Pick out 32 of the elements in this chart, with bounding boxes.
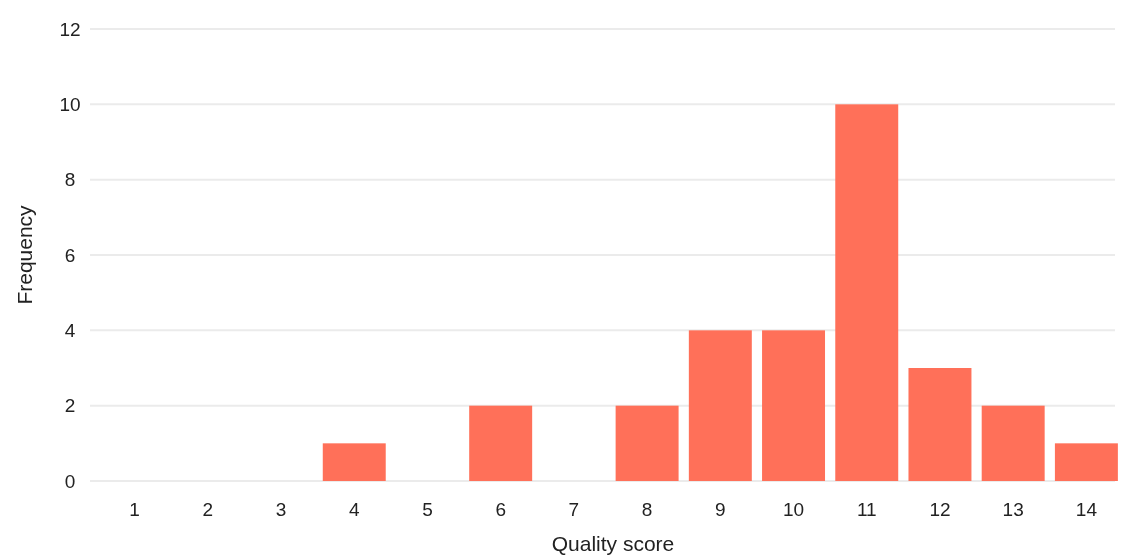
bar	[908, 368, 972, 481]
bar	[615, 405, 679, 481]
x-tick-label: 9	[715, 498, 726, 520]
y-tick-label: 12	[59, 18, 81, 40]
x-tick-label: 5	[422, 498, 433, 520]
bar	[322, 443, 386, 481]
y-tick-label: 10	[59, 93, 81, 115]
x-axis-title: Quality score	[551, 531, 675, 555]
y-tick-label: 6	[64, 244, 76, 266]
x-tick-label: 10	[782, 498, 805, 520]
x-tick-label: 2	[202, 498, 214, 520]
x-tick-label: 3	[275, 498, 287, 520]
x-tick-label: 12	[929, 498, 951, 520]
y-tick-label: 4	[64, 319, 76, 341]
bar	[469, 405, 533, 481]
bar	[762, 330, 826, 481]
x-tick-label: 11	[856, 498, 877, 520]
bar	[981, 405, 1045, 481]
y-tick-label: 2	[64, 395, 76, 417]
y-axis-title: Frequency	[12, 204, 36, 305]
bar	[1054, 443, 1118, 481]
y-tick-label: 0	[64, 470, 76, 492]
y-tick-label: 8	[64, 169, 76, 191]
x-tick-label: 4	[348, 498, 360, 520]
x-tick-label: 1	[129, 498, 140, 520]
bar	[688, 330, 752, 481]
x-tick-label: 13	[1002, 498, 1024, 520]
x-tick-label: 7	[568, 498, 580, 520]
x-tick-label: 14	[1075, 498, 1098, 520]
x-tick-label: 8	[641, 498, 653, 520]
x-tick-label: 6	[495, 498, 506, 520]
bar	[835, 104, 899, 481]
